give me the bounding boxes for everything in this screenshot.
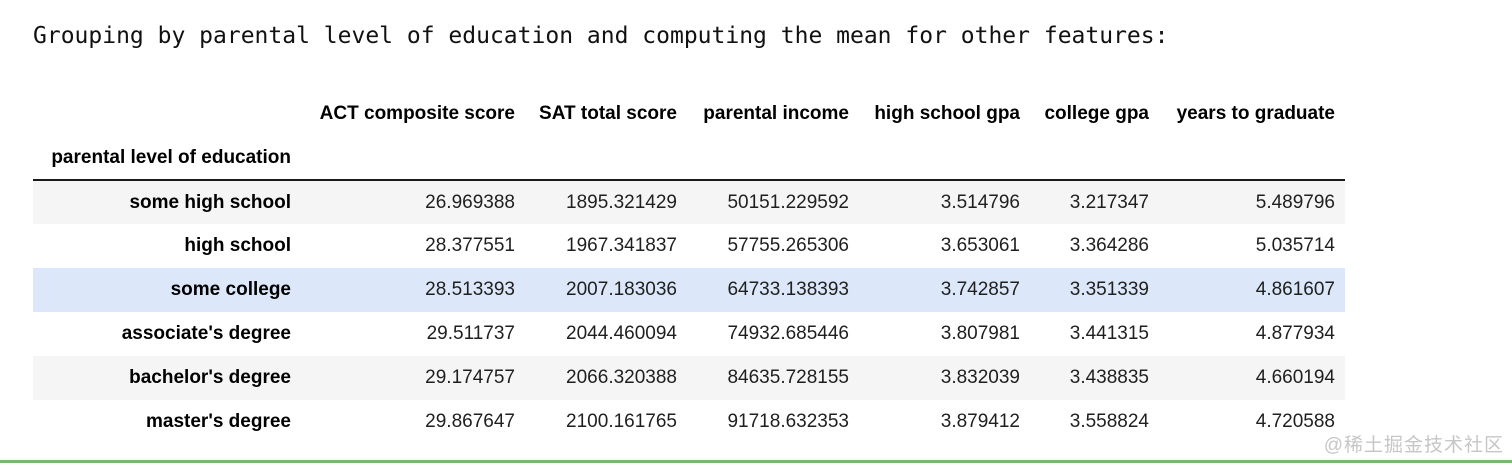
site-watermark: @稀土掘金技术社区	[1323, 435, 1504, 456]
table-row: some high school 26.969388 1895.321429 5015…	[33, 180, 1345, 225]
table-row: master's degree 29.867647 2100.161765 91718…	[33, 400, 1345, 444]
table-row: some college 28.513393 2007.183036 64733.13…	[33, 268, 1345, 313]
value-cell: 2044.460094	[566, 323, 677, 345]
value-cell: 3.879412	[940, 411, 1020, 433]
value-cell: 3.364286	[1069, 235, 1149, 257]
row-label: master's degree	[146, 411, 291, 433]
table-body: some high school 26.969388 1895.321429 5015…	[33, 180, 1345, 444]
table-row: bachelor's degree 29.174757 2066.320388 846…	[33, 356, 1345, 401]
table-row: associate's degree 29.511737 2044.460094 74…	[33, 312, 1345, 356]
column-header: high school gpa	[874, 103, 1020, 125]
column-header: parental income	[703, 103, 849, 125]
row-label: some high school	[129, 191, 291, 213]
value-cell: 29.867647	[425, 411, 515, 433]
value-cell: 29.511737	[426, 323, 515, 345]
column-header-row: ACT composite score SAT total score parent…	[33, 92, 1345, 136]
index-name-spacer-cell	[1159, 136, 1345, 182]
value-cell: 3.217347	[1069, 191, 1149, 213]
value-cell: 3.832039	[940, 367, 1020, 389]
value-cell: 84635.728155	[727, 367, 849, 389]
value-cell: 28.377551	[425, 235, 515, 257]
value-cell: 29.174757	[425, 367, 515, 389]
index-name-cell: parental level of education	[33, 136, 301, 182]
value-cell: 3.653061	[940, 235, 1020, 257]
value-cell: 4.877934	[1255, 323, 1335, 345]
value-cell: 57755.265306	[727, 235, 849, 257]
value-cell: 3.351339	[1069, 279, 1149, 301]
value-cell: 2100.161765	[566, 411, 677, 433]
value-cell: 91718.632353	[727, 411, 849, 433]
index-name-spacer-cell	[301, 136, 525, 182]
value-cell: 50151.229592	[727, 191, 849, 213]
row-label: bachelor's degree	[129, 367, 291, 389]
table-header: ACT composite score SAT total score parent…	[33, 92, 1345, 182]
column-header: college gpa	[1044, 103, 1149, 125]
output-caption: Grouping by parental level of education …	[33, 23, 1169, 49]
row-label: high school	[184, 235, 291, 257]
row-label: associate's degree	[121, 323, 291, 345]
index-name-spacer-cell	[1030, 136, 1159, 182]
groupby-mean-table: ACT composite score SAT total score parent…	[33, 92, 1345, 444]
value-cell: 74932.685446	[727, 323, 849, 345]
row-label: some college	[170, 279, 291, 301]
value-cell: 5.489796	[1255, 191, 1335, 213]
value-cell: 4.660194	[1255, 367, 1335, 389]
index-spacer-cell	[33, 92, 301, 136]
index-name-row: parental level of education	[33, 136, 1345, 182]
column-header: SAT total score	[539, 103, 677, 125]
value-cell: 4.861607	[1255, 279, 1335, 301]
index-name-spacer-cell	[859, 136, 1030, 182]
bottom-divider-line	[0, 460, 1512, 463]
value-cell: 3.558824	[1069, 411, 1149, 433]
value-cell: 64733.138393	[727, 279, 849, 301]
value-cell: 3.742857	[940, 279, 1020, 301]
column-header: ACT composite score	[319, 103, 515, 125]
value-cell: 1895.321429	[566, 191, 677, 213]
value-cell: 2066.320388	[566, 367, 677, 389]
value-cell: 3.441315	[1069, 323, 1149, 345]
index-name-spacer-cell	[525, 136, 687, 182]
value-cell: 26.969388	[425, 191, 515, 213]
value-cell: 2007.183036	[566, 279, 677, 301]
value-cell: 1967.341837	[566, 235, 677, 257]
table-row: high school 28.377551 1967.341837 57755.265…	[33, 224, 1345, 268]
value-cell: 4.720588	[1255, 411, 1335, 433]
index-name-spacer-cell	[687, 136, 859, 182]
value-cell: 3.807981	[940, 323, 1020, 345]
value-cell: 28.513393	[425, 279, 515, 301]
column-header: years to graduate	[1176, 103, 1335, 125]
value-cell: 3.438835	[1069, 367, 1149, 389]
value-cell: 3.514796	[940, 191, 1020, 213]
value-cell: 5.035714	[1255, 235, 1335, 257]
